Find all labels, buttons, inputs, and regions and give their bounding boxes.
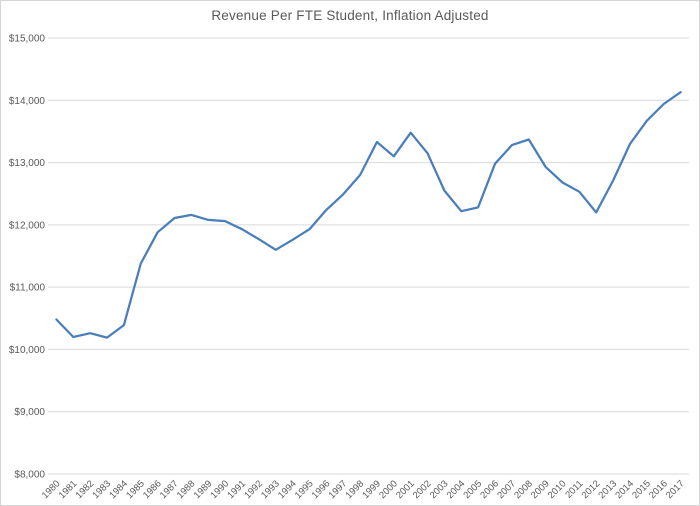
y-axis-tick-label: $9,000: [14, 407, 45, 418]
y-axis-tick-label: $14,000: [9, 96, 46, 107]
x-axis-labels-group: 1980198119821983198419851986198719881989…: [40, 478, 687, 501]
gridlines-group: [48, 37, 689, 475]
y-axis-tick-label: $11,000: [10, 283, 46, 294]
chart-title: Revenue Per FTE Student, Inflation Adjus…: [211, 8, 489, 23]
x-axis-tick-label: 2017: [664, 478, 687, 501]
y-axis-tick-label: $12,000: [9, 220, 46, 231]
y-axis-tick-label: $8,000: [14, 470, 45, 481]
y-axis-labels-group: $8,000 $9,000 $10,000 $11,000 $12,000 $13,000…: [9, 34, 46, 481]
y-axis-tick-label: $13,000: [9, 158, 46, 169]
data-series-group: [55, 91, 682, 339]
y-axis-tick-label: $10,000: [9, 345, 46, 356]
data-series-line: [55, 91, 682, 339]
y-axis-tick-label: $15,000: [9, 34, 46, 45]
